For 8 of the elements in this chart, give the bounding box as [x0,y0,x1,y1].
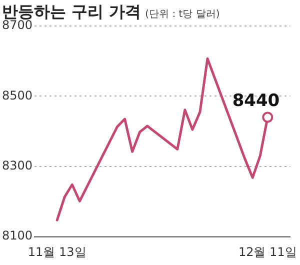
annotation: 8440 [232,91,280,112]
y-tick-label: 8100 [2,228,33,243]
chart-subtitle: (단위 : t당 달러) [145,9,220,20]
y-tick-label: 8500 [2,88,33,102]
chart-title: 반등하는 구리 가격 [2,2,142,21]
x-tick-label: 11월 13일 [28,244,86,259]
y-tick-label: 8300 [2,158,33,173]
x-tick-label: 12월 11일 [238,244,297,259]
